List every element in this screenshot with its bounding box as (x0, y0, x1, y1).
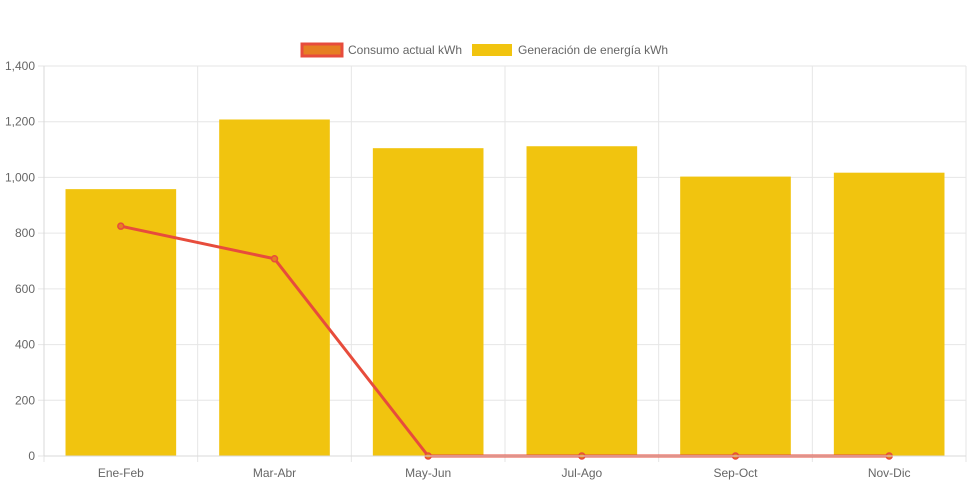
x-tick-label: Nov-Dic (868, 466, 911, 480)
y-tick-label: 200 (15, 393, 35, 407)
bar-generacion[interactable] (833, 172, 945, 456)
y-tick-label: 1,400 (5, 59, 35, 73)
bar-generacion[interactable] (526, 146, 638, 456)
legend-swatch-consumo (300, 42, 344, 58)
bar-series (65, 119, 945, 457)
x-tick-label: Sep-Oct (713, 466, 758, 480)
y-tick-label: 1,000 (5, 170, 35, 184)
axes: 0 200 400 600 800 1,000 1,200 1,400 Ene-Feb Mar-A… (5, 59, 966, 480)
y-tick-label: 400 (15, 338, 35, 352)
x-tick-label: Ene-Feb (98, 466, 144, 480)
legend-item-generacion[interactable]: Generación de energía kWh (472, 43, 668, 57)
legend-label-consumo: Consumo actual kWh (348, 43, 462, 57)
y-tick-label: 800 (15, 226, 35, 240)
legend-label-generacion: Generación de energía kWh (518, 43, 668, 57)
legend-swatch-generacion (472, 44, 512, 56)
x-tick-label: Jul-Ago (561, 466, 602, 480)
legend: Consumo actual kWh Generación de energía… (300, 42, 668, 58)
grid (38, 65, 967, 462)
bar-generacion[interactable] (680, 176, 791, 457)
y-tick-label: 1,200 (5, 115, 35, 129)
y-tick-label: 600 (15, 282, 35, 296)
point-consumo[interactable] (270, 255, 279, 263)
y-tick-label: 0 (28, 449, 35, 463)
x-tick-label: May-Jun (405, 466, 451, 480)
bar-generacion[interactable] (372, 148, 484, 456)
x-tick-label: Mar-Abr (253, 466, 296, 480)
legend-item-consumo[interactable]: Consumo actual kWh (300, 42, 462, 58)
bar-generacion[interactable] (219, 119, 330, 456)
point-consumo[interactable] (117, 222, 125, 230)
